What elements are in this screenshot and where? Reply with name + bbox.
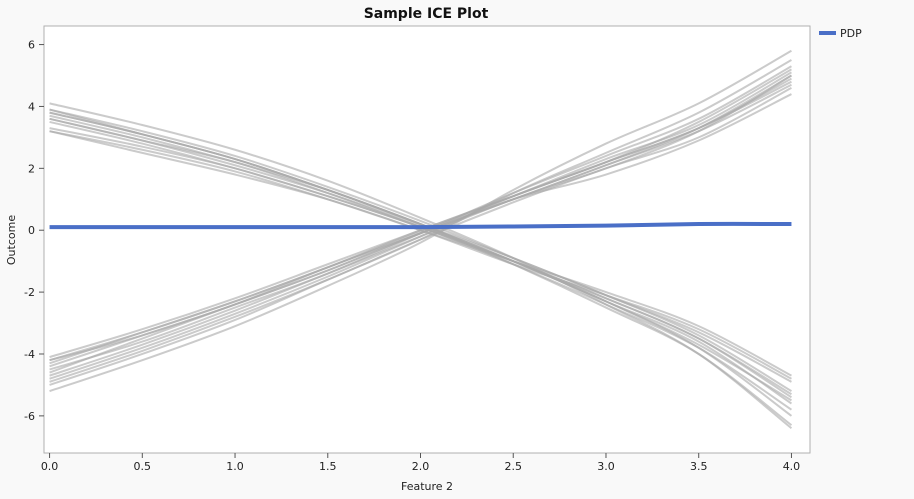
x-tick-label: 2.0 — [412, 460, 430, 473]
y-tick-label: -2 — [24, 286, 35, 299]
x-tick-label: 1.5 — [319, 460, 337, 473]
ice-line-13 — [49, 108, 792, 392]
ice-line-10 — [49, 49, 792, 393]
x-tick-label: 2.5 — [504, 460, 522, 473]
y-tick-label: -4 — [24, 348, 35, 361]
legend-pdp-label: PDP — [840, 27, 862, 40]
y-tick-label: -6 — [24, 410, 35, 423]
x-tick-label: 3.5 — [690, 460, 708, 473]
x-tick-label: 4.0 — [783, 460, 801, 473]
ice-line-8 — [49, 59, 792, 386]
pdp-line — [49, 221, 792, 230]
chart-title: Sample ICE Plot — [364, 6, 489, 22]
pdp-line-group — [49, 221, 792, 230]
x-tick-label: 0.0 — [41, 460, 59, 473]
ice-line-24 — [49, 130, 792, 380]
legend: PDP — [819, 27, 862, 40]
x-tick-label: 0.5 — [134, 460, 152, 473]
x-axis: 0.0 0.5 1.0 1.5 2.0 2.5 3.0 3.5 4.0 — [41, 453, 800, 473]
y-tick-label: 0 — [28, 224, 35, 237]
y-tick-label: 4 — [28, 100, 35, 113]
y-tick-label: 2 — [28, 162, 35, 175]
ice-line-6 — [49, 68, 792, 380]
y-axis: -6 -4 -2 0 2 4 6 — [24, 39, 44, 423]
x-axis-title: Feature 2 — [401, 480, 453, 493]
y-tick-label: 6 — [28, 39, 35, 52]
x-tick-label: 3.0 — [597, 460, 615, 473]
y-axis-title: Outcome — [5, 215, 18, 265]
x-tick-label: 1.0 — [226, 460, 244, 473]
ice-line-11 — [49, 83, 792, 374]
